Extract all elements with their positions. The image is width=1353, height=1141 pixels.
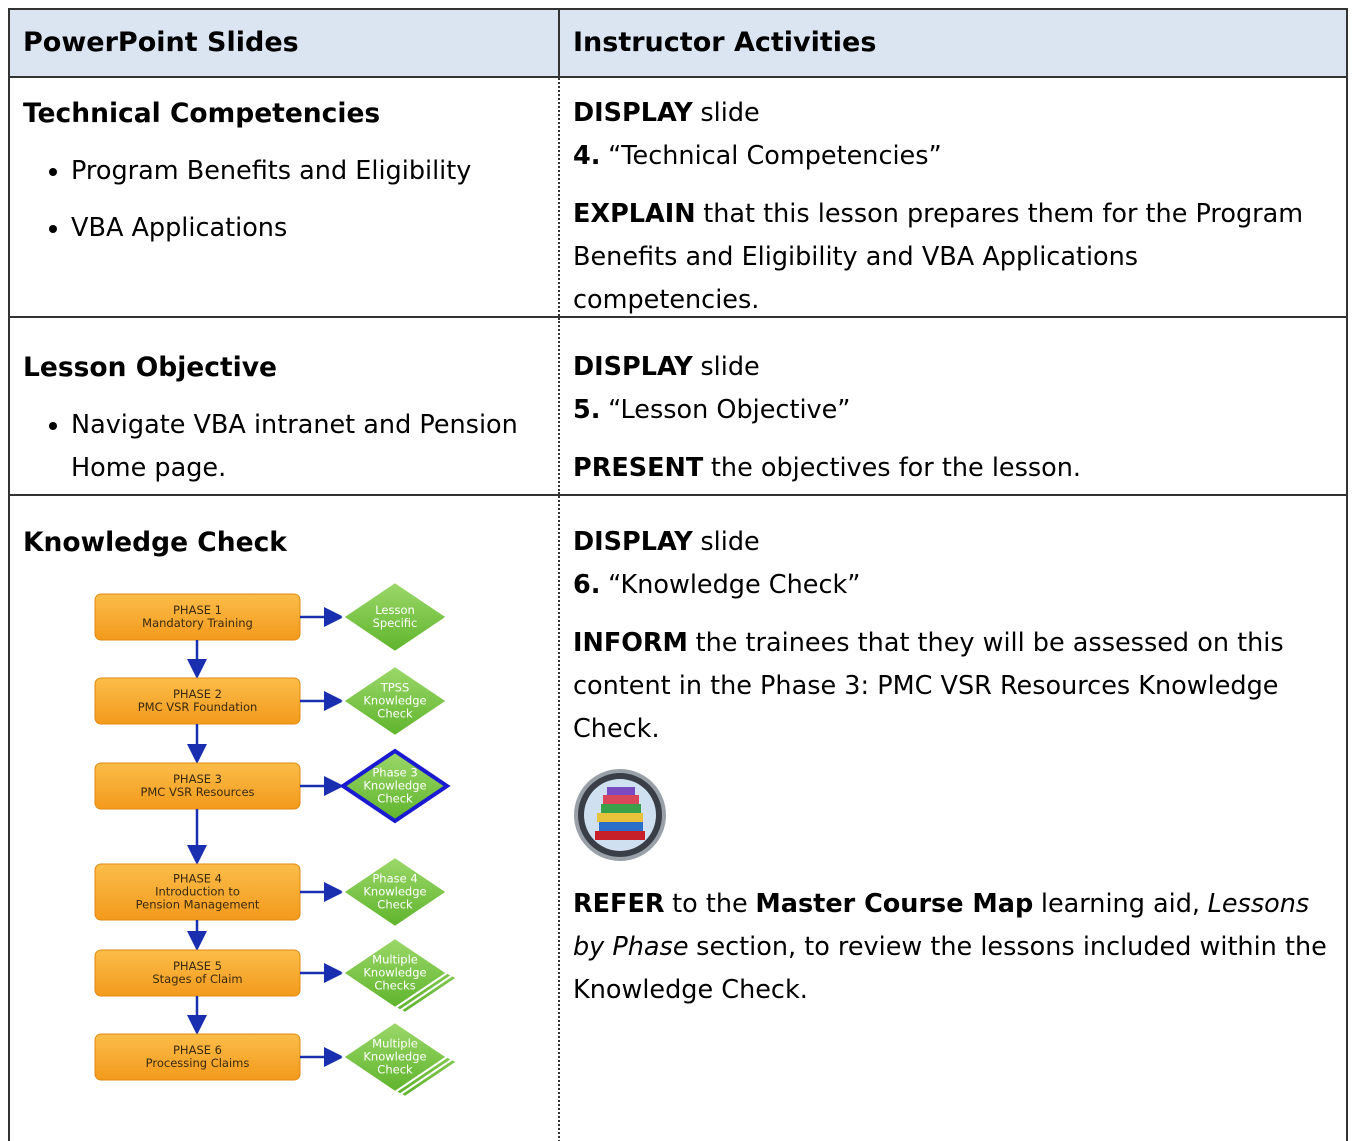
- text-line: EXPLAIN that this lesson prepares them fo…: [573, 193, 1332, 322]
- right-cell: DISPLAY slide 5. “Lesson Objective” PRESENT t…: [558, 318, 1346, 494]
- header-row: PowerPoint Slides Instructor Activities: [10, 10, 1346, 78]
- paragraph: DISPLAY slide 4. “Technical Competencies”: [573, 92, 1332, 178]
- text-line: 5. “Lesson Objective”: [573, 389, 1332, 432]
- text-line: 4. “Technical Competencies”: [573, 135, 1332, 178]
- header-cell: PowerPoint Slides: [23, 27, 299, 58]
- text-run: “Technical Competencies”: [608, 141, 942, 171]
- bullet-list: Program Benefits and Eligibility VBA Appl…: [23, 150, 536, 250]
- text-run: DISPLAY: [573, 352, 693, 382]
- text-run: slide: [700, 352, 760, 382]
- text-run: that this lesson prepares them for the P…: [573, 199, 1304, 315]
- text-run: learning aid,: [1040, 889, 1201, 919]
- paragraph: DISPLAY slide 5. “Lesson Objective”: [573, 346, 1332, 432]
- text-run: Lessons by Phase: [573, 889, 1310, 962]
- table: PowerPoint Slides Instructor Activities …: [8, 8, 1348, 1141]
- text-run: 4.: [573, 141, 601, 171]
- left-cell: Lesson Objective Navigate VBA intranet an…: [10, 318, 556, 494]
- text-run: PRESENT: [573, 453, 704, 483]
- text-run: REFER: [573, 889, 665, 919]
- paragraph: DISPLAY slide 6. “Knowledge Check”: [573, 521, 1332, 607]
- paragraph: REFER to the Master Course Map learning aid…: [573, 883, 1332, 1012]
- table-row: Lesson Objective Navigate VBA intranet an…: [10, 316, 1346, 494]
- text-line: DISPLAY slide: [573, 521, 1332, 564]
- text-line: DISPLAY slide: [573, 92, 1332, 135]
- text-run: slide: [700, 527, 760, 557]
- text-run: “Lesson Objective”: [608, 395, 851, 425]
- table-row: Technical Competencies Program Benefits a…: [10, 76, 1346, 316]
- header-cell: Instructor Activities: [573, 27, 877, 58]
- paragraph: PRESENT the objectives for the lesson.: [573, 447, 1332, 490]
- text-run: slide: [700, 98, 760, 128]
- table-row: Knowledge Check DISPLAY slide 6. “Knowledge …: [10, 494, 1346, 1141]
- text-run: to the: [672, 889, 748, 919]
- bullet-item: Navigate VBA intranet and Pension Home p…: [71, 404, 536, 490]
- cell-heading: Technical Competencies: [23, 98, 381, 129]
- bullet-item: Program Benefits and Eligibility: [71, 150, 536, 193]
- cell-heading: Knowledge Check: [23, 527, 287, 558]
- text-run: the trainees that they will be assessed …: [573, 628, 1284, 744]
- text-line: INFORM the trainees that they will be ass…: [573, 622, 1332, 751]
- text-run: INFORM: [573, 628, 688, 658]
- books-icon: [574, 769, 666, 861]
- text-run: DISPLAY: [573, 98, 693, 128]
- text-run: 5.: [573, 395, 601, 425]
- bullet-list: Navigate VBA intranet and Pension Home p…: [23, 404, 536, 490]
- text-line: PRESENT the objectives for the lesson.: [573, 447, 1332, 490]
- left-cell: Knowledge Check: [10, 496, 556, 1141]
- text-run: EXPLAIN: [573, 199, 696, 229]
- bullet-item: VBA Applications: [71, 207, 536, 250]
- cell-heading: Lesson Objective: [23, 352, 277, 383]
- text-run: the objectives for the lesson.: [710, 453, 1082, 483]
- text-run: 6.: [573, 570, 601, 600]
- right-cell: DISPLAY slide 6. “Knowledge Check” INFORM the…: [558, 496, 1346, 1141]
- text-run: “Knowledge Check”: [608, 570, 861, 600]
- text-run: DISPLAY: [573, 527, 693, 557]
- header-divider: Instructor Activities: [558, 10, 1346, 76]
- paragraph: INFORM the trainees that they will be ass…: [573, 622, 1332, 751]
- right-cell: DISPLAY slide 4. “Technical Competencies” EX…: [558, 78, 1346, 316]
- paragraph: EXPLAIN that this lesson prepares them fo…: [573, 193, 1332, 322]
- left-cell: Technical Competencies Program Benefits a…: [10, 78, 556, 316]
- text-line: DISPLAY slide: [573, 346, 1332, 389]
- text-line: 6. “Knowledge Check”: [573, 564, 1332, 607]
- text-run: section, to review the lessons included …: [573, 932, 1327, 1005]
- text-run: Master Course Map: [755, 889, 1034, 919]
- text-line: REFER to the Master Course Map learning aid…: [573, 883, 1332, 1012]
